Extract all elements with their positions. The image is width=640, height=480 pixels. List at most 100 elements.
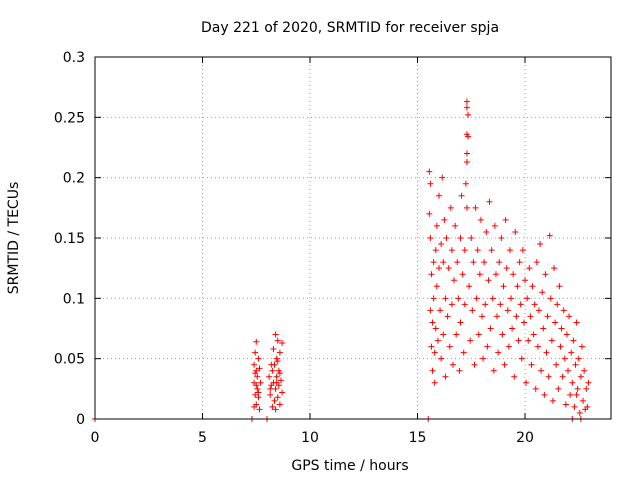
data-point	[573, 391, 580, 398]
data-point	[252, 370, 259, 377]
data-point	[531, 301, 538, 308]
data-points	[92, 98, 592, 422]
data-point	[469, 307, 476, 314]
data-point	[495, 349, 502, 356]
data-point	[558, 325, 565, 332]
data-point	[494, 313, 501, 320]
data-point	[533, 259, 540, 266]
grid-lines	[95, 57, 611, 419]
data-point	[567, 391, 574, 398]
data-point	[565, 367, 571, 374]
data-point	[429, 319, 436, 326]
data-point	[479, 313, 485, 320]
data-point	[476, 271, 483, 278]
data-point	[559, 373, 566, 380]
data-point	[553, 361, 560, 368]
data-point	[532, 385, 539, 392]
data-point	[501, 361, 508, 368]
data-point	[253, 382, 260, 389]
data-point	[426, 168, 433, 175]
data-point	[273, 373, 280, 380]
data-point	[438, 355, 445, 362]
data-point	[520, 319, 527, 326]
data-point	[457, 319, 464, 326]
data-point	[430, 259, 437, 266]
data-point	[537, 241, 544, 248]
data-point	[551, 265, 558, 272]
data-point	[549, 397, 556, 404]
data-point	[436, 265, 442, 272]
data-point	[497, 301, 504, 308]
data-point	[451, 277, 458, 284]
data-point	[482, 301, 489, 308]
data-point	[448, 301, 455, 308]
data-point	[516, 259, 523, 266]
data-point	[463, 104, 470, 111]
data-point	[456, 367, 463, 374]
data-point	[441, 216, 448, 223]
data-point	[433, 283, 440, 290]
data-point	[583, 385, 590, 392]
data-point	[523, 379, 530, 386]
data-point	[272, 406, 279, 413]
data-point	[460, 349, 467, 356]
data-point	[566, 313, 573, 320]
data-point	[571, 403, 578, 410]
data-point	[499, 331, 506, 338]
data-point	[429, 367, 436, 374]
data-point	[267, 391, 274, 398]
data-point	[442, 373, 449, 380]
data-point	[434, 337, 441, 344]
data-point	[569, 379, 576, 386]
data-point	[427, 180, 434, 187]
x-tick-label: 5	[198, 430, 207, 446]
data-point	[574, 385, 581, 392]
data-point	[440, 259, 447, 266]
data-point	[463, 158, 470, 165]
data-point	[465, 111, 472, 118]
data-point	[580, 397, 587, 404]
data-point	[431, 349, 438, 356]
data-point	[254, 373, 261, 380]
data-point	[578, 343, 585, 350]
data-point	[512, 228, 519, 235]
data-point	[463, 98, 470, 105]
data-point	[269, 403, 276, 410]
data-point	[272, 385, 279, 392]
data-point	[274, 358, 281, 365]
data-point	[576, 409, 583, 416]
data-point	[505, 343, 512, 350]
y-tick-label: 0.2	[63, 171, 85, 187]
data-point	[461, 247, 468, 254]
y-tick-label: 0	[76, 412, 85, 428]
data-point	[556, 283, 563, 290]
data-point	[492, 271, 499, 278]
data-point	[468, 235, 475, 241]
data-point	[488, 247, 495, 254]
data-point	[585, 379, 592, 386]
data-point	[528, 361, 535, 368]
data-point	[273, 379, 280, 386]
data-point	[486, 198, 493, 205]
data-point	[276, 349, 283, 356]
data-point	[445, 265, 452, 272]
data-point	[522, 277, 528, 284]
data-point	[267, 385, 274, 392]
data-point	[500, 283, 507, 290]
data-point	[502, 216, 509, 223]
data-point	[538, 367, 545, 374]
data-point	[443, 235, 450, 241]
data-point	[454, 259, 461, 266]
data-point	[506, 247, 513, 254]
data-point	[514, 283, 521, 290]
data-point	[426, 210, 433, 217]
data-point	[271, 361, 278, 368]
data-point	[270, 346, 277, 353]
data-point	[252, 349, 259, 356]
data-point	[491, 222, 498, 229]
data-point	[465, 133, 472, 140]
data-point	[561, 355, 568, 362]
data-point	[430, 295, 437, 302]
data-point	[525, 337, 532, 344]
